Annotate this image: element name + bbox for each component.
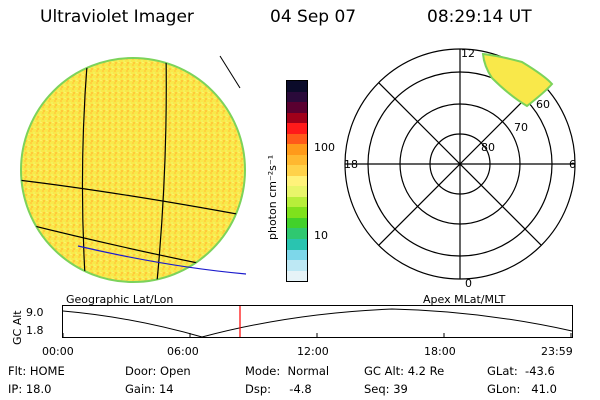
time-label: 08:29:14 UT — [427, 7, 532, 27]
altitude-plot — [62, 305, 573, 338]
polar-panel-label: Apex MLat/MLT — [423, 293, 506, 306]
ip-info: IP: 18.0 — [8, 382, 52, 396]
seq-info: Seq: 39 — [364, 382, 408, 396]
mlt-label-6: 6 — [569, 158, 576, 171]
colorbar-segment — [287, 81, 307, 92]
mlat-label-60: 60 — [536, 98, 550, 111]
altitude-curve — [62, 308, 573, 338]
limb-line — [219, 55, 241, 89]
colorbar-tick-10: 10 — [314, 229, 328, 242]
altitude-axis-label: GC Alt — [11, 310, 24, 345]
mlt-label-12: 12 — [461, 48, 475, 60]
mode-info: Mode: Normal — [245, 364, 330, 378]
colorbar-segment — [287, 260, 307, 271]
geographic-image — [20, 55, 247, 283]
colorbar-segment — [287, 91, 307, 103]
glon-info: GLon: 41.0 — [487, 382, 557, 396]
mlt-label-18: 18 — [344, 158, 358, 171]
auroral-oval — [481, 52, 554, 108]
coastline — [77, 245, 247, 275]
colorbar-unit-label: photon cm⁻²s⁻¹ — [266, 154, 279, 240]
colorbar-segment — [287, 165, 307, 176]
colorbar-segment — [287, 207, 307, 218]
colorbar-segment — [287, 144, 307, 155]
colorbar-segment — [287, 123, 307, 134]
mlt-label-0: 0 — [465, 277, 472, 290]
geo-panel-label: Geographic Lat/Lon — [66, 293, 174, 306]
gain-info: Gain: 14 — [125, 382, 174, 396]
colorbar-segment — [287, 154, 307, 166]
time-tick-1800: 18:00 — [424, 345, 456, 358]
colorbar-segment — [287, 249, 307, 261]
colorbar-segment — [287, 102, 307, 113]
colorbar-segment — [287, 186, 307, 197]
colorbar-tick-100: 100 — [314, 141, 335, 154]
colorbar-segment — [287, 270, 307, 282]
glat-info: GLat: -43.6 — [487, 364, 555, 378]
altitude-tick-high: 9.0 — [26, 306, 44, 319]
altitude-tick-low: 1.8 — [26, 324, 44, 337]
mlat-label-80: 80 — [481, 141, 495, 154]
colorbar-segment — [287, 133, 307, 145]
time-tick-0600: 06:00 — [167, 345, 199, 358]
door-info: Door: Open — [125, 364, 191, 378]
instrument-title: Ultraviolet Imager — [40, 7, 194, 27]
colorbar-segment — [287, 112, 307, 124]
colorbar-segment — [287, 196, 307, 208]
earth-disc — [20, 57, 246, 283]
colorbar-segment — [287, 238, 307, 250]
flt-info: Flt: HOME — [8, 364, 65, 378]
time-tick-0000: 00:00 — [42, 345, 74, 358]
colorbar-segment — [287, 175, 307, 187]
colorbar-segment — [287, 217, 307, 229]
time-tick-1200: 12:00 — [297, 345, 329, 358]
date-label: 04 Sep 07 — [270, 7, 357, 27]
color-scale-bar — [286, 80, 308, 282]
colorbar-segment — [287, 228, 307, 239]
gc-alt-info: GC Alt: 4.2 Re — [364, 364, 445, 378]
polar-plot: 12 18 6 0 60 70 80 — [344, 48, 576, 290]
mlat-label-70: 70 — [514, 121, 528, 134]
dsp-info: Dsp: -4.8 — [245, 382, 312, 396]
time-tick-2359: 23:59 — [541, 345, 573, 358]
